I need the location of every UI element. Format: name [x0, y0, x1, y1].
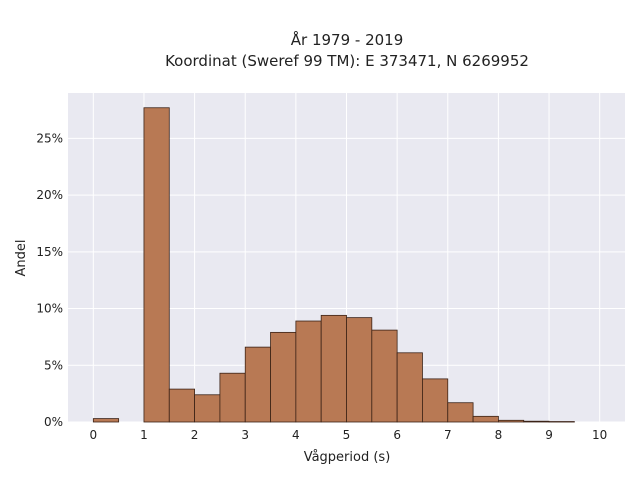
- histogram-bar: [346, 317, 373, 423]
- histogram-bar: [498, 419, 525, 423]
- histogram-bar: [523, 420, 550, 423]
- histogram-bar: [472, 415, 499, 423]
- histogram-bar: [422, 378, 449, 423]
- y-axis-ticks: 0% 5% 10% 15% 20% 25%: [36, 131, 63, 429]
- x-tick-label: 1: [140, 428, 148, 442]
- y-tick-label: 10%: [36, 302, 63, 316]
- y-axis-label: Andel: [14, 240, 29, 277]
- y-tick-label: 5%: [44, 358, 63, 372]
- x-axis-ticks: 0 1 2 3 4 5 6 7 8 9 10: [89, 428, 607, 442]
- histogram-bar: [371, 329, 398, 423]
- histogram-bar: [548, 421, 575, 423]
- histogram-bar: [194, 394, 221, 423]
- x-tick-label: 7: [444, 428, 452, 442]
- y-tick-label: 25%: [36, 131, 63, 145]
- histogram-bar: [244, 346, 271, 423]
- x-tick-label: 10: [592, 428, 607, 442]
- histogram-bar: [92, 418, 120, 423]
- x-tick-label: 3: [241, 428, 249, 442]
- y-tick-label: 15%: [36, 245, 63, 259]
- y-tick-label: 20%: [36, 188, 63, 202]
- chart-title-line-2: Koordinat (Sweref 99 TM): E 373471, N 62…: [165, 52, 529, 70]
- histogram-bar: [168, 388, 195, 423]
- bars: [92, 107, 575, 423]
- x-tick-label: 0: [89, 428, 97, 442]
- histogram-bar: [219, 372, 246, 423]
- histogram-bar: [320, 314, 347, 423]
- x-axis-label: Vågperiod (s): [304, 450, 391, 465]
- x-tick-label: 4: [292, 428, 300, 442]
- histogram-bar: [396, 352, 423, 423]
- chart-title-line-1: År 1979 - 2019: [291, 30, 404, 49]
- histogram-bar: [270, 331, 297, 423]
- x-tick-label: 6: [393, 428, 401, 442]
- x-tick-label: 9: [545, 428, 553, 442]
- histogram-bar: [295, 320, 322, 423]
- y-tick-label: 0%: [44, 415, 63, 429]
- x-tick-label: 5: [343, 428, 351, 442]
- x-tick-label: 8: [495, 428, 503, 442]
- histogram-bar: [447, 402, 474, 423]
- x-tick-label: 2: [191, 428, 199, 442]
- histogram-bar: [143, 107, 170, 423]
